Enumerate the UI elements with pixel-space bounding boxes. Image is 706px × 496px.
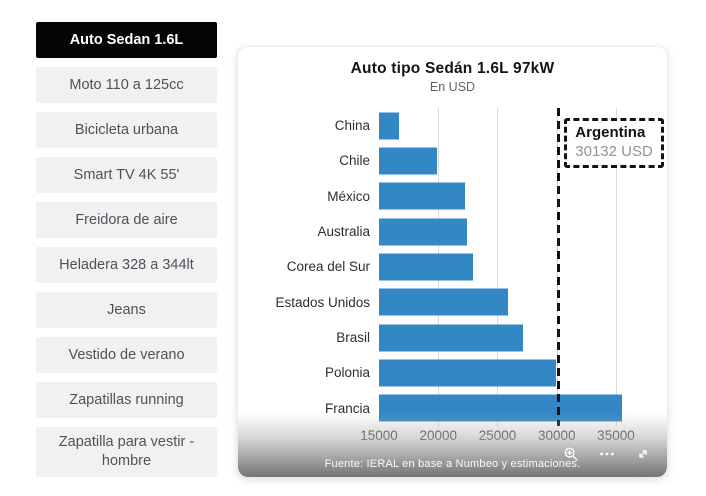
sidebar-item-smart-tv-4k-55[interactable]: Smart TV 4K 55' <box>36 157 217 193</box>
bar-china[interactable] <box>379 112 400 140</box>
category-label-francia: Francia <box>324 400 370 416</box>
argentina-annotation-box: Argentina 30132 USD <box>564 118 664 168</box>
sidebar-item-bicicleta-urbana[interactable]: Bicicleta urbana <box>36 112 217 148</box>
bar-row-m-xico: México <box>238 179 629 214</box>
category-label-m-xico: México <box>327 188 370 204</box>
bar-track-china <box>379 108 629 143</box>
chart-card: Auto tipo Sedán 1.6L 97kW En USD China Ch… <box>237 46 668 478</box>
x-tick-20000: 20000 <box>419 428 458 443</box>
x-axis: 15000 20000 25000 30000 35000 <box>360 428 635 446</box>
annotation-value-label: 30132 USD <box>575 143 653 161</box>
chart-subtitle: En USD <box>429 80 476 94</box>
bar-row-estados-unidos: Estados Unidos <box>238 285 629 320</box>
gridline-35000 <box>615 108 617 426</box>
bar-track-m-xico <box>379 179 629 214</box>
sidebar-item-zapatilla-para-vestir-hombre[interactable]: Zapatilla para vestir - hombre <box>36 427 217 477</box>
bar-track-australia <box>379 214 629 249</box>
category-label-estados-unidos: Estados Unidos <box>275 294 370 310</box>
category-label-polonia: Polonia <box>324 365 370 381</box>
bar-track-chile <box>379 143 629 178</box>
bar-brasil[interactable] <box>379 324 523 352</box>
sidebar-item-heladera-328-a-344lt[interactable]: Heladera 328 a 344lt <box>36 247 217 283</box>
more-options-icon[interactable] <box>599 446 615 462</box>
x-tick-35000: 35000 <box>597 428 635 443</box>
bar-chile[interactable] <box>379 147 438 175</box>
sidebar-item-jeans[interactable]: Jeans <box>36 292 217 328</box>
sidebar-item-vestido-de-verano[interactable]: Vestido de verano <box>36 337 217 373</box>
x-tick-25000: 25000 <box>478 428 517 443</box>
bar-track-estados-unidos <box>379 285 629 320</box>
bar-row-china: China <box>238 108 629 143</box>
category-label-corea-del-sur: Corea del Sur <box>286 259 370 275</box>
bar-track-corea-del-sur <box>379 249 629 284</box>
bar-m-xico[interactable] <box>379 182 465 210</box>
zoom-in-icon[interactable] <box>563 446 579 462</box>
annotation-layer: Argentina 30132 USD <box>379 108 664 426</box>
category-label-china: China <box>334 118 370 134</box>
sidebar-item-auto-sedan-1-6l[interactable]: Auto Sedan 1.6L <box>36 22 217 58</box>
bar-row-polonia: Polonia <box>238 355 629 390</box>
category-label-australia: Australia <box>317 224 370 240</box>
source-caption: Fuente: IERAL en base a Numbeo y estimac… <box>324 458 581 470</box>
bar-estados-unidos[interactable] <box>379 288 509 316</box>
bar-polonia[interactable] <box>379 359 557 387</box>
bar-track-brasil <box>379 320 629 355</box>
sidebar-item-zapatillas-running[interactable]: Zapatillas running <box>36 382 217 418</box>
category-label-brasil: Brasil <box>336 330 370 346</box>
chart-toolbar <box>563 446 651 462</box>
chart-title: Auto tipo Sedán 1.6L 97kW <box>350 60 555 77</box>
bar-track-polonia <box>379 355 629 390</box>
bar-chart-plot: China Chile México Australia Corea del Sur Es… <box>238 108 664 426</box>
gridline-25000 <box>497 108 499 426</box>
x-tick-30000: 30000 <box>537 428 576 443</box>
bar-row-chile: Chile <box>238 143 629 178</box>
argentina-reference-line <box>556 108 560 426</box>
fullscreen-icon[interactable] <box>635 446 651 462</box>
bar-row-corea-del-sur: Corea del Sur <box>238 249 629 284</box>
category-label-chile: Chile <box>339 153 370 169</box>
annotation-country-label: Argentina <box>575 124 646 141</box>
sidebar-item-freidora-de-aire[interactable]: Freidora de aire <box>36 202 217 238</box>
product-sidebar: Auto Sedan 1.6L Moto 110 a 125cc Bicicleta… <box>36 22 217 477</box>
bar-corea-del-sur[interactable] <box>379 253 473 281</box>
sidebar-item-moto-110-a-125cc[interactable]: Moto 110 a 125cc <box>36 67 217 103</box>
bar-row-brasil: Brasil <box>238 320 629 355</box>
x-tick-15000: 15000 <box>360 428 398 443</box>
bar-australia[interactable] <box>379 218 468 246</box>
bar-row-australia: Australia <box>238 214 629 249</box>
